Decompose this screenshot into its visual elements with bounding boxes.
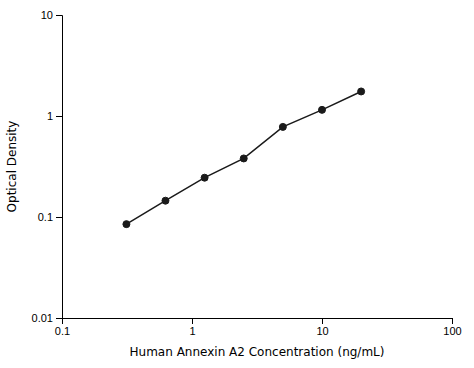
point bbox=[319, 106, 326, 113]
y-tick: 1 bbox=[47, 110, 62, 122]
x-axis-title: Human Annexin A2 Concentration (ng/mL) bbox=[130, 345, 385, 359]
y-tick-label: 10 bbox=[41, 9, 53, 21]
y-tick-mark bbox=[56, 116, 62, 117]
y-axis-title: Optical Density bbox=[5, 121, 19, 213]
y-tick: 0.01 bbox=[32, 312, 62, 324]
point bbox=[279, 123, 286, 130]
plot-area: 0.11101000.010.1110 bbox=[32, 9, 462, 337]
y-tick-label: 0.1 bbox=[38, 211, 53, 223]
y-tick-mark bbox=[56, 15, 62, 16]
y-tick-mark bbox=[56, 217, 62, 218]
y-axis: 0.01 0.1 1 10 bbox=[32, 9, 63, 324]
y-tick: 0.1 bbox=[38, 211, 62, 223]
y-tick-label: 0.01 bbox=[32, 312, 53, 324]
point bbox=[123, 221, 130, 228]
x-tick: 10 bbox=[316, 318, 328, 337]
chart-svg: 0.11101000.010.1110Human Annexin A2 Conc… bbox=[0, 0, 474, 368]
chart-container: 0.11101000.010.1110Human Annexin A2 Conc… bbox=[0, 0, 474, 368]
x-tick: 100 bbox=[443, 318, 461, 337]
point bbox=[240, 155, 247, 162]
x-tick-label: 1 bbox=[189, 325, 195, 337]
x-tick-label: 100 bbox=[443, 325, 461, 337]
point bbox=[201, 174, 208, 181]
point bbox=[162, 197, 169, 204]
point bbox=[358, 88, 365, 95]
y-axis-line bbox=[56, 16, 63, 319]
x-tick: 0.1 bbox=[55, 318, 70, 337]
x-tick-mark bbox=[192, 318, 193, 324]
y-tick-label: 1 bbox=[47, 110, 53, 122]
marks bbox=[123, 88, 365, 228]
x-tick-mark bbox=[322, 318, 323, 324]
x-axis-line bbox=[63, 319, 453, 325]
y-tick-mark bbox=[56, 318, 62, 319]
x-tick: 1 bbox=[189, 318, 195, 337]
x-tick-label: 0.1 bbox=[55, 325, 70, 337]
y-tick: 10 bbox=[41, 9, 62, 21]
x-tick-mark bbox=[452, 318, 453, 324]
x-tick-label: 10 bbox=[316, 325, 328, 337]
x-axis: 0.1 1 10 100 bbox=[55, 318, 462, 337]
series-line bbox=[126, 91, 361, 224]
